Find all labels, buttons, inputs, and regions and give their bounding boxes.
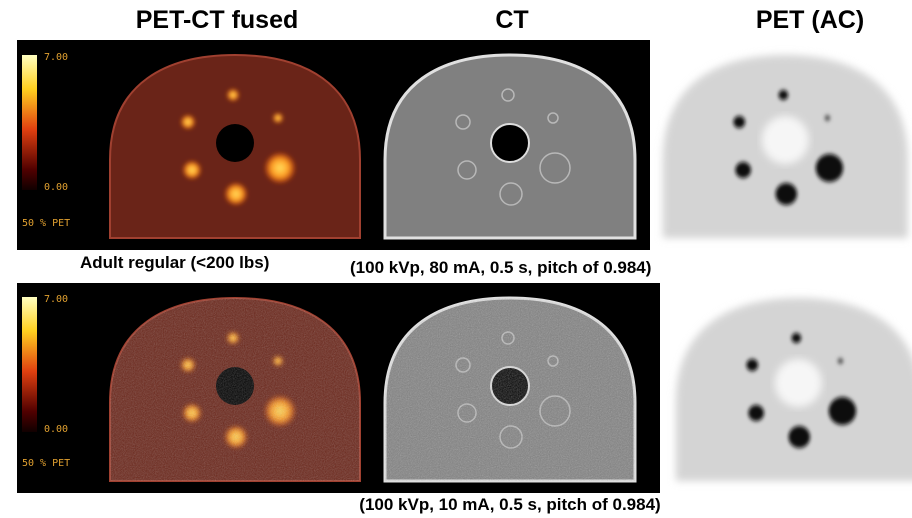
colorbar-max: 7.00 [44,294,68,305]
pet-image [676,298,912,481]
column-header: PET (AC) [756,6,864,34]
overlay-label: 50 % PET [22,458,70,469]
colorbar [22,297,37,432]
overlay-label: 50 % PET [22,218,70,229]
ct-image [385,55,635,238]
colorbar-min: 0.00 [44,424,68,435]
row-label: Adult regular (<200 lbs) [80,253,269,272]
pet-image [663,55,908,238]
column-header: PET-CT fused [136,6,299,34]
row-2: 7.00 0.00 50 % PET (100 kVp, 10 mA, 0.5 … [17,283,912,514]
fused-image [110,55,360,238]
row-1: 7.00 0.00 50 % PET Adult regular (<200 l… [17,40,908,277]
colorbar-max: 7.00 [44,52,68,63]
row-caption: (100 kVp, 10 mA, 0.5 s, pitch of 0.984) [359,495,660,514]
row-caption: (100 kVp, 80 mA, 0.5 s, pitch of 0.984) [350,258,651,277]
noise-overlay [385,298,635,481]
noise-overlay [110,298,360,481]
colorbar [22,55,37,190]
column-header: CT [495,6,528,34]
colorbar-min: 0.00 [44,182,68,193]
